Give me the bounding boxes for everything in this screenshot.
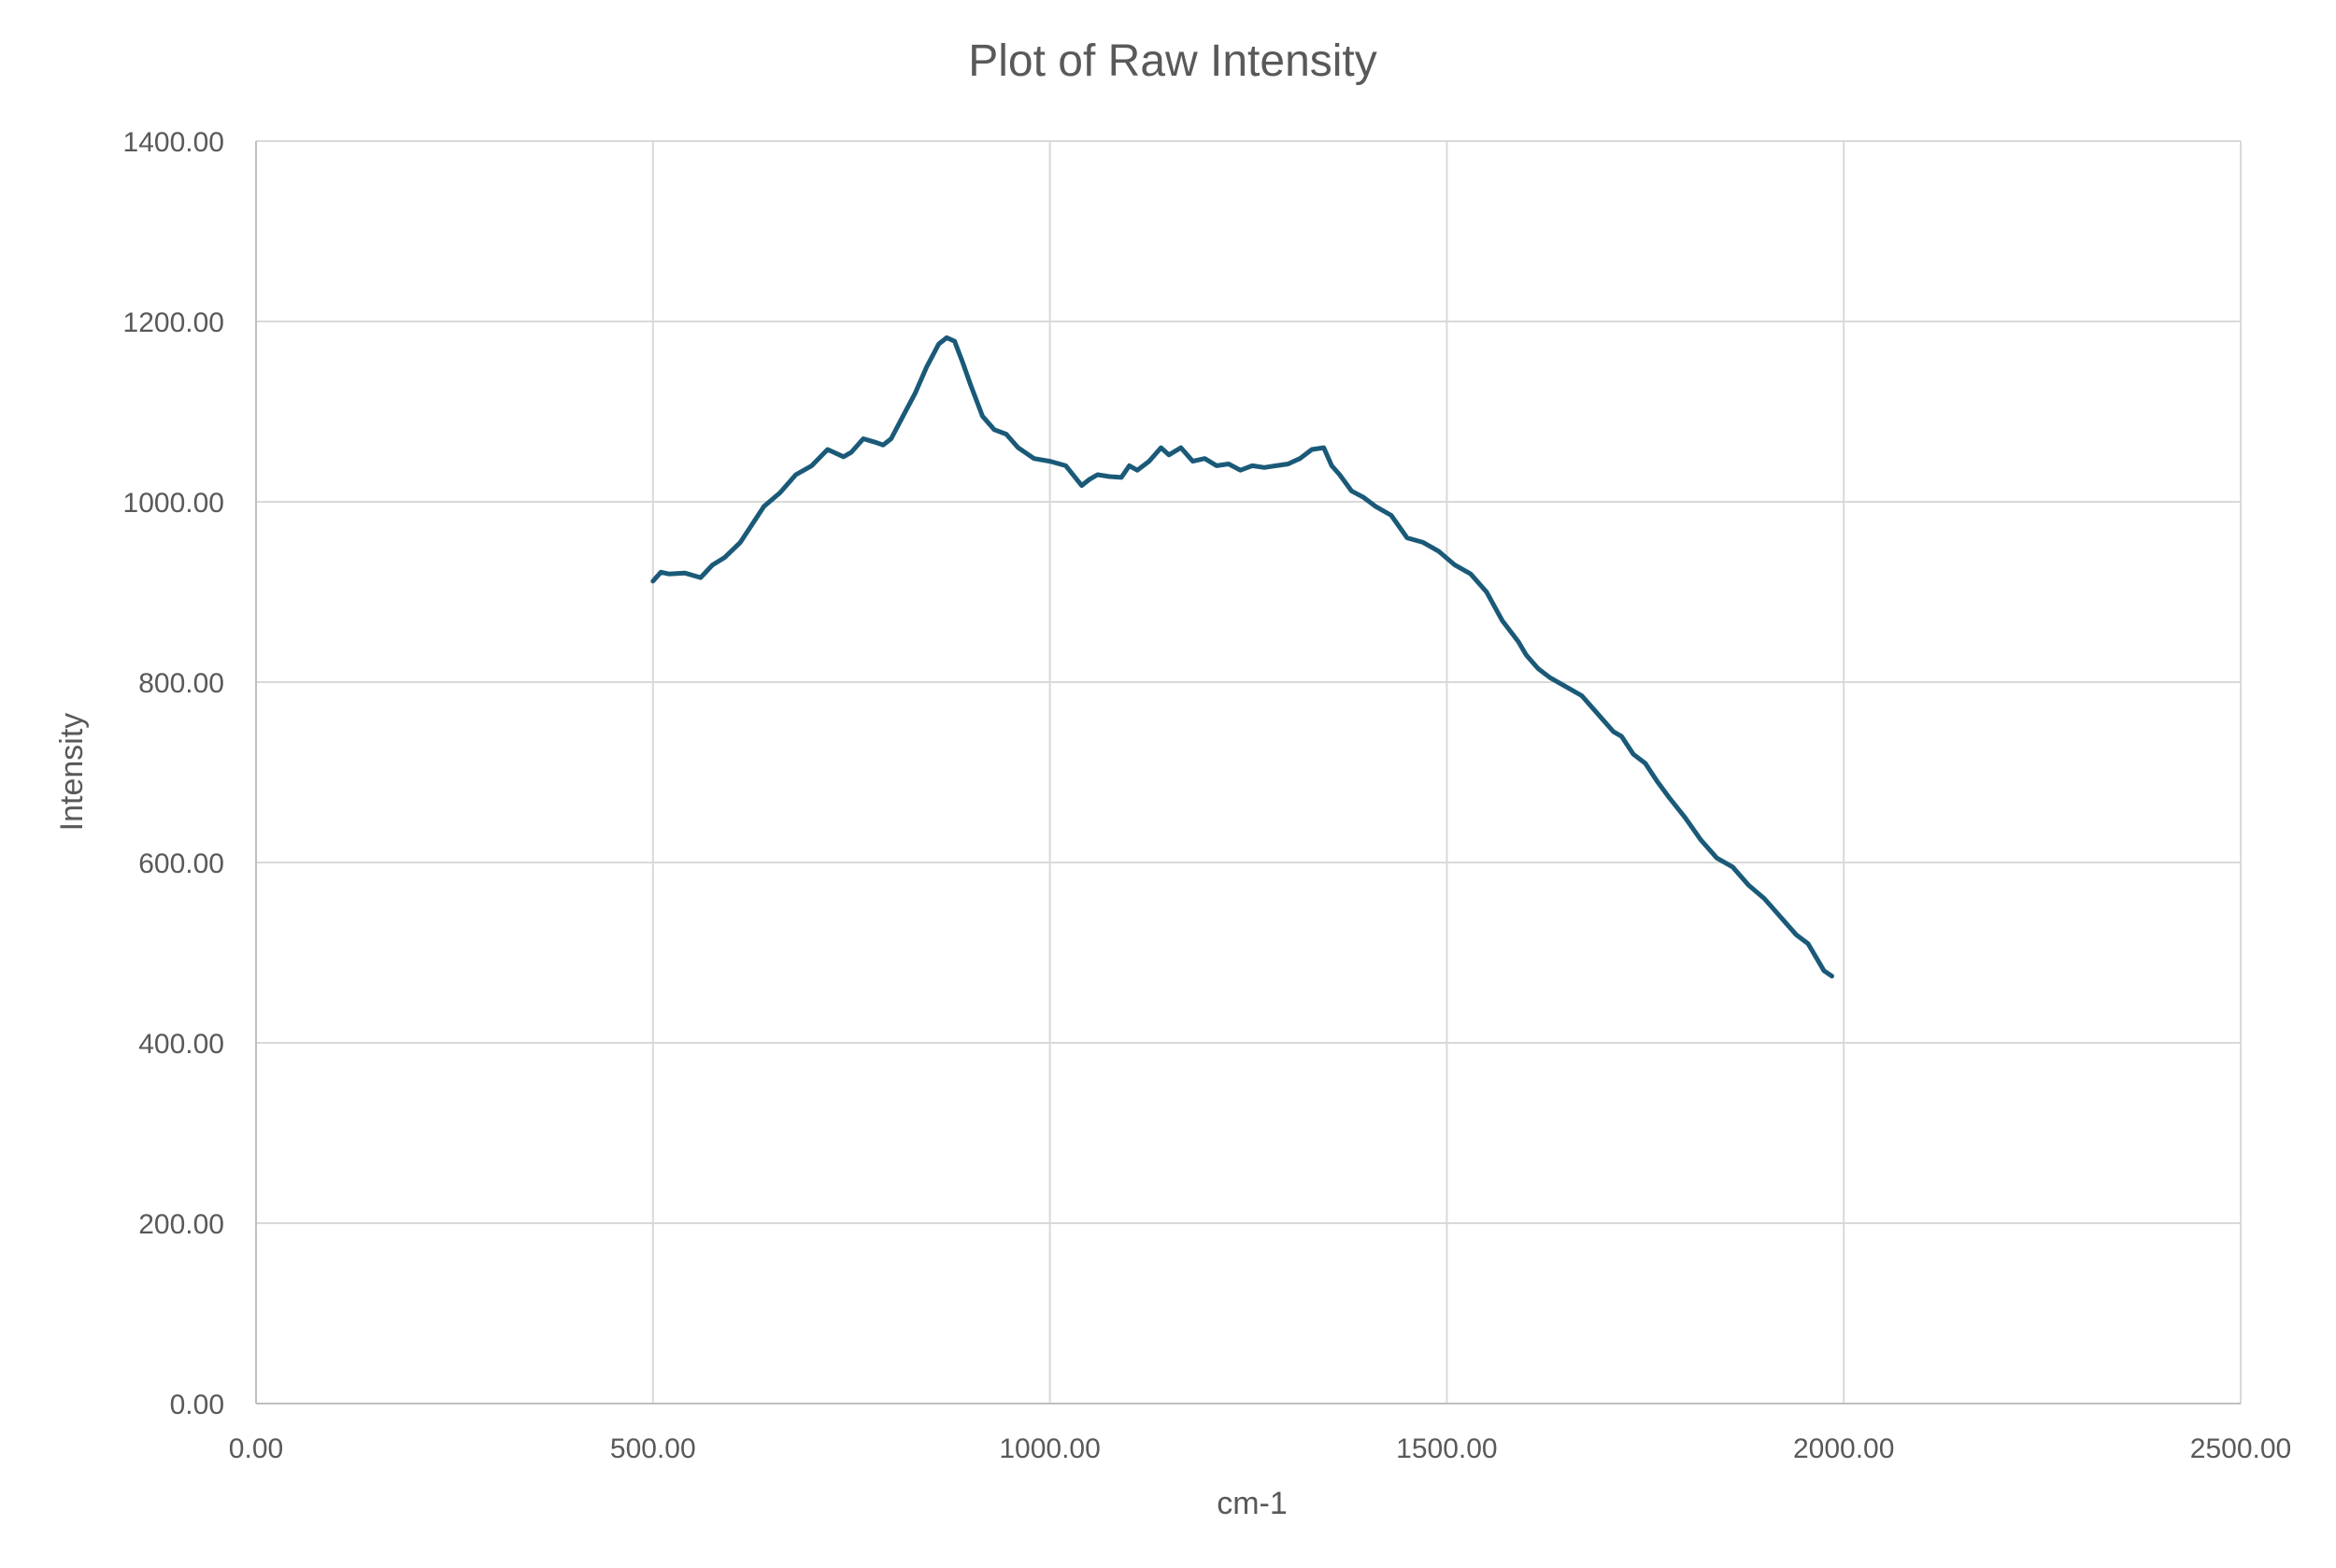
series-layer (650, 335, 1834, 979)
x-tick-label: 500.00 (610, 1433, 696, 1464)
x-axis-title: cm-1 (1217, 1486, 1288, 1521)
x-tick-label: 2000.00 (1793, 1433, 1894, 1464)
x-tick-label: 2500.00 (2190, 1433, 2291, 1464)
y-tick-label: 400.00 (138, 1029, 224, 1060)
y-tick-label: 600.00 (138, 848, 224, 879)
y-axis-title: Intensity (54, 713, 90, 832)
y-tick-label: 0.00 (170, 1390, 224, 1420)
y-tick-label: 800.00 (138, 668, 224, 699)
gridlines (256, 140, 2242, 1404)
y-tick-label: 1400.00 (123, 127, 224, 158)
series-line-raw-intensity (650, 335, 1834, 979)
y-tick-label: 200.00 (138, 1209, 224, 1240)
x-tick-label: 0.00 (229, 1433, 283, 1464)
x-tick-label: 1000.00 (999, 1433, 1100, 1464)
tick-labels: 0.00 200.00 400.00 600.00 800.00 1000.00 1200.… (123, 127, 2292, 1464)
x-tick-label: 1500.00 (1396, 1433, 1497, 1464)
axes (255, 141, 2241, 1404)
y-tick-label: 1200.00 (123, 307, 224, 338)
chart-title: Plot of Raw Intensity (968, 36, 1377, 86)
y-tick-label: 1000.00 (123, 488, 224, 519)
